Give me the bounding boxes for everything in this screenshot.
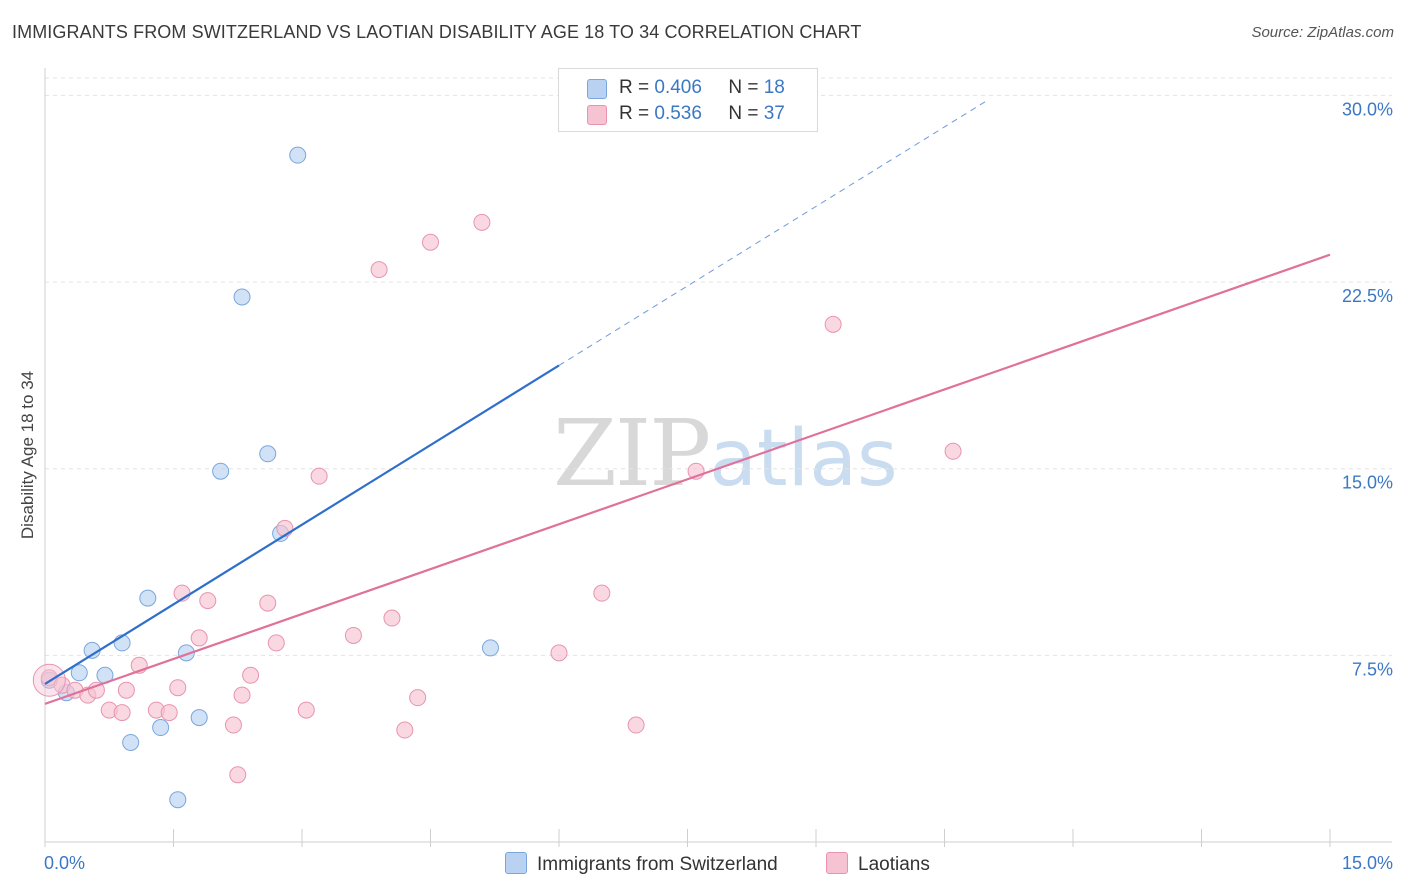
blue-trend-line (44, 364, 560, 685)
pink-data-point (396, 721, 414, 739)
pink-data-point (40, 669, 58, 687)
pink-data-point (233, 686, 251, 704)
pink-data-point (160, 704, 178, 722)
blue-data-point (139, 589, 157, 607)
bottom-legend-swatch-blue (505, 852, 527, 874)
legend-n-label: N = (728, 77, 759, 98)
legend-r-value: 0.406 (654, 77, 702, 98)
source-label: Source: ZipAtlas.com (1251, 24, 1394, 41)
pink-data-point (422, 233, 439, 251)
pink-data-point (113, 704, 131, 722)
pink-data-point (242, 666, 260, 684)
blue-trend-extension (558, 99, 988, 366)
pink-data-point (627, 716, 645, 734)
x-tick-label: 0.0% (44, 853, 85, 873)
pink-data-point (259, 594, 277, 612)
pink-data-point (310, 467, 328, 485)
pink-data-point (229, 766, 247, 784)
blue-data-point (259, 445, 277, 463)
pink-data-point (190, 629, 208, 647)
blue-data-point (212, 462, 230, 480)
y-tick-label: 30.0% (1342, 99, 1393, 119)
pink-data-point (944, 442, 962, 460)
blue-data-point (122, 733, 140, 751)
legend-r-value: 0.536 (654, 103, 702, 124)
y-tick-label: 15.0% (1342, 473, 1393, 493)
pink-data-point (224, 716, 242, 734)
watermark-zip: ZIP (553, 400, 711, 507)
bottom-legend-switzerland: Immigrants from Switzerland (505, 852, 778, 876)
pink-data-point (593, 584, 611, 602)
y-tick-label: 22.5% (1342, 286, 1393, 306)
pink-data-point (117, 681, 135, 699)
watermark-atlas: atlas (709, 414, 898, 504)
bottom-legend-label: Laotians (858, 854, 930, 875)
bottom-legend-swatch-pink (826, 852, 848, 874)
legend-swatch-pink (587, 105, 607, 125)
pink-data-point (383, 609, 401, 627)
pink-data-point (199, 592, 217, 610)
pink-data-point (370, 261, 388, 279)
watermark: ZIPatlas (553, 400, 898, 507)
legend-r-label: R = (619, 103, 650, 124)
legend-n-value: 37 (763, 103, 785, 124)
legend-n-value: 18 (763, 77, 785, 98)
pink-data-point (297, 701, 315, 719)
pink-trend-line (44, 253, 1331, 705)
blue-data-point (481, 639, 499, 657)
blue-data-point (152, 719, 170, 737)
pink-data-point (169, 679, 187, 697)
blue-data-point (70, 664, 88, 682)
blue-data-point (233, 288, 251, 306)
bottom-legend-laotians: Laotians (826, 852, 930, 876)
pink-data-point (824, 315, 842, 333)
x-tick-label: 15.0% (1342, 853, 1393, 873)
legend-swatch-blue (587, 79, 607, 99)
pink-data-point (344, 626, 362, 644)
pink-data-point (550, 644, 568, 662)
bottom-legend-label: Immigrants from Switzerland (537, 854, 778, 875)
legend-n-label: N = (728, 103, 759, 124)
legend-r-label: R = (619, 77, 650, 98)
pink-data-point (473, 213, 491, 231)
chart-title: IMMIGRANTS FROM SWITZERLAND VS LAOTIAN D… (12, 22, 862, 42)
correlation-legend: R = 0.406 N = 18 R = 0.536 N = 37 (558, 68, 818, 132)
blue-data-point (289, 146, 307, 164)
pink-data-point (409, 689, 427, 707)
blue-data-point (169, 791, 187, 809)
blue-data-point (190, 709, 208, 727)
pink-data-point (267, 634, 285, 652)
y-tick-label: 7.5% (1352, 659, 1393, 679)
